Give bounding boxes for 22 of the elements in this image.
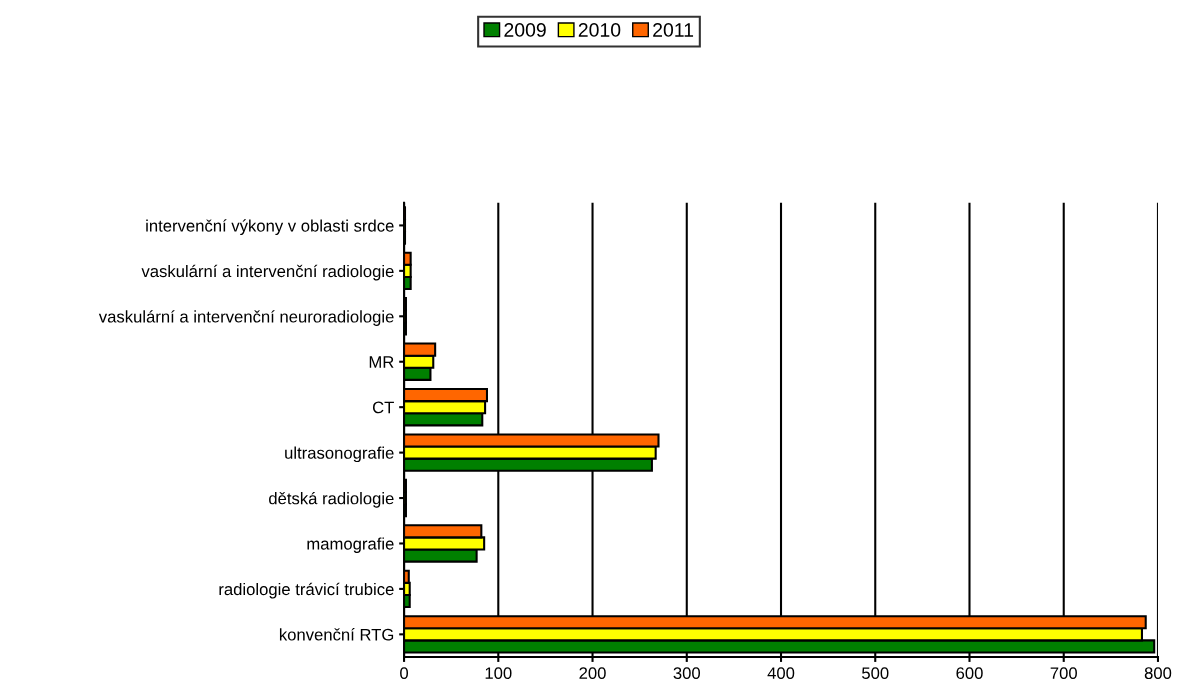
y-tick-label: vaskulární a intervenční radiologie (141, 264, 394, 281)
x-tick-label: 300 (673, 667, 701, 680)
x-tick-label: 500 (862, 667, 889, 680)
y-tick-label: CT (372, 401, 394, 414)
x-tick-label: 0 (400, 667, 409, 680)
x-tick-label: 700 (1050, 667, 1077, 680)
x-tick-label: 200 (579, 667, 606, 680)
y-tick-label: ultrasonografie (285, 446, 394, 463)
legend-label: 2010 (578, 23, 621, 37)
y-tick-label: mamografie (307, 537, 394, 553)
y-tick-label: radiologie trávicí trubice (219, 582, 394, 599)
y-tick-label: intervenční výkony v oblasti srdce (146, 219, 394, 236)
x-tick-label: 100 (485, 667, 512, 680)
x-tick-label: 600 (956, 667, 983, 680)
y-tick-label: MR (369, 356, 394, 368)
y-tick-label: dětská radiologie (269, 491, 394, 508)
x-tick-label: 400 (767, 667, 795, 680)
y-tick-label: konvenční RTG (279, 628, 394, 641)
x-tick-label: 800 (1144, 667, 1172, 680)
y-tick-label: vaskulární a intervenční neuroradiologie (98, 310, 394, 326)
legend-label: 2009 (504, 23, 546, 37)
legend-label: 2011 (653, 23, 694, 37)
